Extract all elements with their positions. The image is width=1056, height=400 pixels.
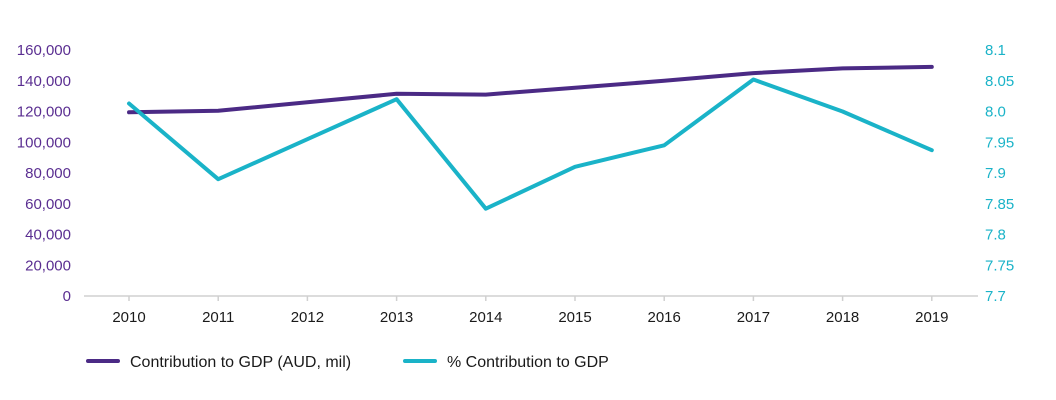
right-axis-tick-label: 7.8 (985, 227, 1006, 244)
right-axis-tick-label: 8.1 (985, 42, 1006, 59)
series-line-gdp-aud (127, 64, 934, 115)
legend-label-gdp-percent: % Contribution to GDP (447, 354, 609, 371)
x-axis-tick-label: 2019 (915, 309, 948, 326)
left-axis-tick-label: 100,000 (17, 134, 71, 151)
x-axis-tick-label: 2010 (112, 309, 145, 326)
right-axis-tick-label: 7.95 (985, 134, 1014, 151)
x-axis-tick-label: 2013 (380, 309, 413, 326)
x-axis-tick-label: 2015 (558, 309, 591, 326)
series-line-gdp-percent (127, 77, 934, 211)
x-axis-tick-label: 2012 (291, 309, 324, 326)
right-axis-tick-label: 7.75 (985, 257, 1014, 274)
legend-item-gdp-aud: Contribution to GDP (AUD, mil) (86, 354, 351, 371)
right-axis-tick-label: 8.05 (985, 73, 1014, 90)
right-axis-tick-label: 7.7 (985, 288, 1006, 305)
left-axis-tick-label: 140,000 (17, 73, 71, 90)
x-axis-ticks: 2010 2011 2012 2013 2014 2015 2016 2017 2018 2019 (112, 296, 948, 326)
series-lines (127, 64, 934, 211)
right-axis-ticks: 7.7 7.75 7.8 7.85 7.9 7.95 8.0 8.05 8.1 (985, 42, 1014, 305)
left-axis-tick-label: 20,000 (25, 257, 71, 274)
left-axis-tick-label: 0 (63, 288, 71, 305)
right-axis-tick-label: 7.9 (985, 165, 1006, 182)
left-axis-tick-label: 80,000 (25, 165, 71, 182)
left-axis-ticks: 0 20,000 40,000 60,000 80,000 100,000 120,000 1… (17, 42, 71, 305)
x-axis-tick-label: 2018 (826, 309, 859, 326)
left-axis-tick-label: 120,000 (17, 104, 71, 121)
x-axis-tick-label: 2011 (202, 309, 234, 326)
left-axis-tick-label: 40,000 (25, 227, 71, 244)
x-axis-tick-label: 2016 (648, 309, 681, 326)
legend-item-gdp-percent: % Contribution to GDP (403, 354, 609, 371)
left-axis-tick-label: 60,000 (25, 196, 71, 213)
legend: Contribution to GDP (AUD, mil) % Contrib… (86, 354, 609, 371)
right-axis-tick-label: 7.85 (985, 196, 1014, 213)
x-axis-tick-label: 2014 (469, 309, 502, 326)
legend-label-gdp-aud: Contribution to GDP (AUD, mil) (130, 354, 351, 371)
x-axis-tick-label: 2017 (737, 309, 770, 326)
left-axis-tick-label: 160,000 (17, 42, 71, 59)
right-axis-tick-label: 8.0 (985, 104, 1006, 121)
